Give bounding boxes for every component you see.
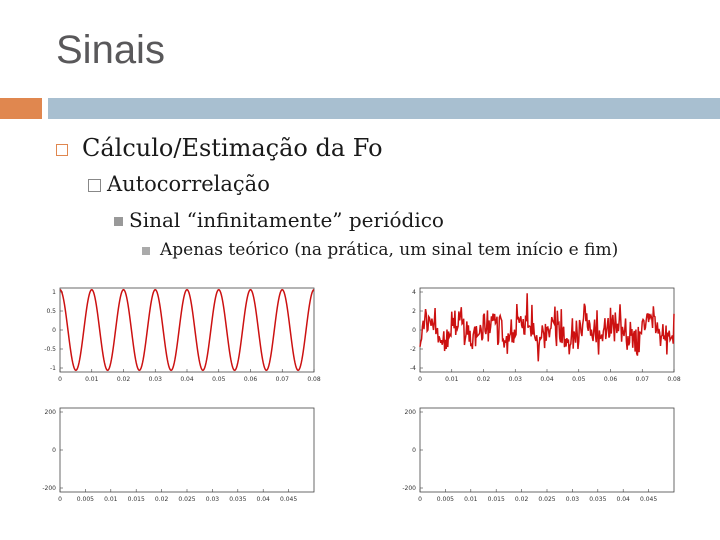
y-tick-label: -1 [50, 365, 56, 372]
signal-series-line [59, 288, 315, 372]
y-tick-label: 1 [52, 289, 56, 296]
chart-svg: 420-2-40 0.01 0.02 0.03 0.04 0.05 0.06 0.07 0.08 [410, 287, 681, 383]
x-tick-label: 0 [58, 496, 62, 503]
x-tick-label: 0.06 [604, 376, 618, 383]
square-bullet-icon [88, 179, 101, 192]
bullet-level-4: Apenas teórico (na prática, um sinal tem… [142, 240, 618, 260]
x-tick-label: 0 [418, 376, 422, 383]
plot-noisy-signal: 4 2 0 -2 -4 0 0.01 0.02 0.03 0.04 0.05 0.06 0.07 0.08 [388, 280, 688, 385]
y-tick-label: 0 [52, 327, 56, 334]
x-tick-label: 0 [58, 376, 62, 383]
x-tick-label: 0.03 [509, 376, 523, 383]
square-bullet-icon [114, 217, 123, 226]
x-tick-label: 0.08 [307, 376, 321, 383]
y-tick-label: 4 [412, 289, 416, 296]
accent-bar-blue [48, 98, 720, 119]
plot-autocorr-sine: 200 0 -200 0 0.005 0.01 0.015 0.02 0.025 0.03 0.03… [28, 400, 328, 505]
x-tick-label: 0.02 [477, 376, 491, 383]
y-tick-label: -200 [42, 485, 56, 492]
x-tick-label: 0.015 [488, 496, 505, 503]
x-tick-label: 0.025 [538, 496, 555, 503]
x-tick-label: 0.04 [617, 496, 631, 503]
x-tick-label: 0.045 [280, 496, 297, 503]
x-tick-label: 0.005 [437, 496, 454, 503]
x-tick-label: 0.01 [104, 496, 118, 503]
x-tick-label: 0.035 [589, 496, 606, 503]
y-tick-label: -0.5 [44, 346, 56, 353]
x-tick-label: 0.03 [149, 376, 163, 383]
y-tick-label: 2 [412, 308, 416, 315]
bullet-text: Cálculo/Estimação da Fo [82, 134, 383, 162]
x-tick-label: 0.005 [77, 496, 94, 503]
x-tick-label: 0.035 [229, 496, 246, 503]
bullet-level-2: Autocorrelação [88, 172, 270, 196]
bullet-text: Apenas teórico (na prática, um sinal tem… [160, 240, 619, 260]
y-tick-label: 0 [412, 447, 416, 454]
x-tick-label: 0.02 [155, 496, 169, 503]
x-tick-label: 0.07 [636, 376, 650, 383]
y-tick-label: 200 [405, 409, 417, 416]
x-tick-label: 0.02 [515, 496, 529, 503]
y-tick-label: -4 [410, 365, 416, 372]
signal-series-line [419, 293, 675, 362]
x-tick-label: 0 [418, 496, 422, 503]
x-tick-label: 0.06 [244, 376, 258, 383]
x-tick-label: 0.03 [206, 496, 220, 503]
bullet-text: Sinal “infinitamente” periódico [129, 208, 444, 232]
x-tick-label: 0.05 [572, 376, 586, 383]
x-tick-label: 0.08 [667, 376, 681, 383]
x-tick-label: 0.04 [540, 376, 554, 383]
x-tick-label: 0.07 [276, 376, 290, 383]
square-bullet-icon [56, 143, 68, 156]
chart-svg: 10.50-0.5-10 0.01 0.02 0.03 0.04 0.05 0.06 0.07… [44, 287, 321, 383]
accent-bar-orange [0, 98, 42, 119]
y-tick-label: 0 [52, 447, 56, 454]
x-tick-label: 0.01 [85, 376, 99, 383]
y-tick-label: 0.5 [46, 308, 56, 315]
y-tick-label: -2 [410, 346, 416, 353]
x-tick-label: 0.03 [566, 496, 580, 503]
x-tick-label: 0.01 [464, 496, 478, 503]
slide-title: Sinais [56, 28, 165, 72]
bullet-level-3: Sinal “infinitamente” periódico [114, 208, 444, 232]
plot-frame [59, 287, 315, 373]
square-bullet-icon [142, 246, 150, 255]
plot-sine-signal: 1 0.5 0 -0.5 -1 0 0.01 0.02 0.03 0.04 0.05 0.06 0.07… [28, 280, 328, 385]
x-tick-label: 0.025 [178, 496, 195, 503]
bullet-level-1: Cálculo/Estimação da Fo [56, 134, 383, 162]
x-tick-label: 0.05 [212, 376, 226, 383]
y-tick-label: 200 [45, 409, 57, 416]
plot-frame [59, 407, 315, 493]
x-tick-label: 0.02 [117, 376, 131, 383]
bullet-text: Autocorrelação [107, 172, 270, 196]
x-tick-label: 0.04 [180, 376, 194, 383]
plot-autocorr-noisy: 200 0 -200 0 0.005 0.01 0.015 0.02 0.025 0.03 0.03… [388, 400, 688, 505]
y-tick-label: 0 [412, 327, 416, 334]
x-tick-label: 0.015 [128, 496, 145, 503]
x-tick-label: 0.01 [445, 376, 459, 383]
plot-frame [419, 407, 675, 493]
x-tick-label: 0.04 [257, 496, 271, 503]
y-tick-label: -200 [402, 485, 416, 492]
x-tick-label: 0.045 [640, 496, 657, 503]
